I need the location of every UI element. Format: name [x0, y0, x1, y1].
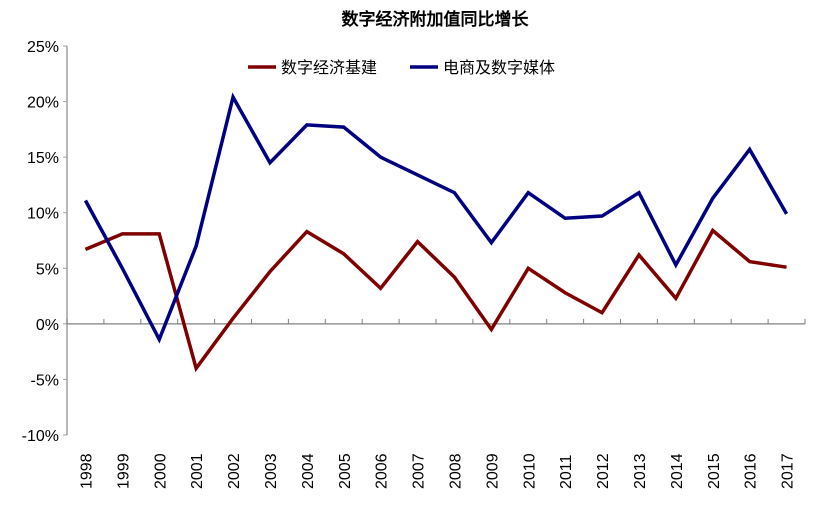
x-tick-label: 2008: [447, 453, 464, 489]
x-tick-label: 2005: [337, 453, 354, 489]
x-tick-label: 2011: [558, 454, 575, 489]
x-tick-label: 2004: [300, 453, 317, 489]
series-line-1: [85, 230, 786, 368]
x-tick-label: 2006: [374, 453, 391, 489]
x-tick-label: 1999: [115, 453, 132, 489]
x-tick-label: 2014: [669, 453, 686, 489]
x-tick-label: 1998: [78, 453, 95, 489]
x-tick-label: 2013: [632, 453, 649, 489]
x-tick-label: 2012: [595, 453, 612, 489]
y-tick-label: 10%: [27, 206, 59, 223]
x-tick-label: 2009: [484, 453, 501, 489]
x-tick-label: 2010: [521, 453, 538, 489]
x-tick-label: 2002: [226, 453, 243, 489]
y-tick-label: 5%: [36, 261, 59, 278]
legend-label: 电商及数字媒体: [443, 59, 555, 77]
y-tick-label: 20%: [27, 95, 59, 112]
y-tick-label: 25%: [27, 39, 59, 56]
x-tick-label: 2007: [411, 453, 428, 489]
x-tick-label: 2015: [706, 453, 723, 489]
x-tick-label: 2000: [152, 453, 169, 489]
x-tick-label: 2001: [189, 453, 206, 489]
chart-title: 数字经济附加值同比增长: [342, 9, 530, 29]
y-tick-label: -5%: [31, 372, 59, 389]
x-tick-label: 2017: [780, 453, 797, 489]
y-tick-label: 15%: [27, 150, 59, 167]
y-tick-label: 0%: [36, 317, 59, 334]
x-tick-label: 2016: [743, 453, 760, 489]
legend-label: 数字经济基建: [281, 59, 377, 77]
y-tick-label: -10%: [22, 428, 59, 445]
series-line-2: [85, 97, 786, 339]
x-tick-label: 2003: [263, 453, 280, 489]
